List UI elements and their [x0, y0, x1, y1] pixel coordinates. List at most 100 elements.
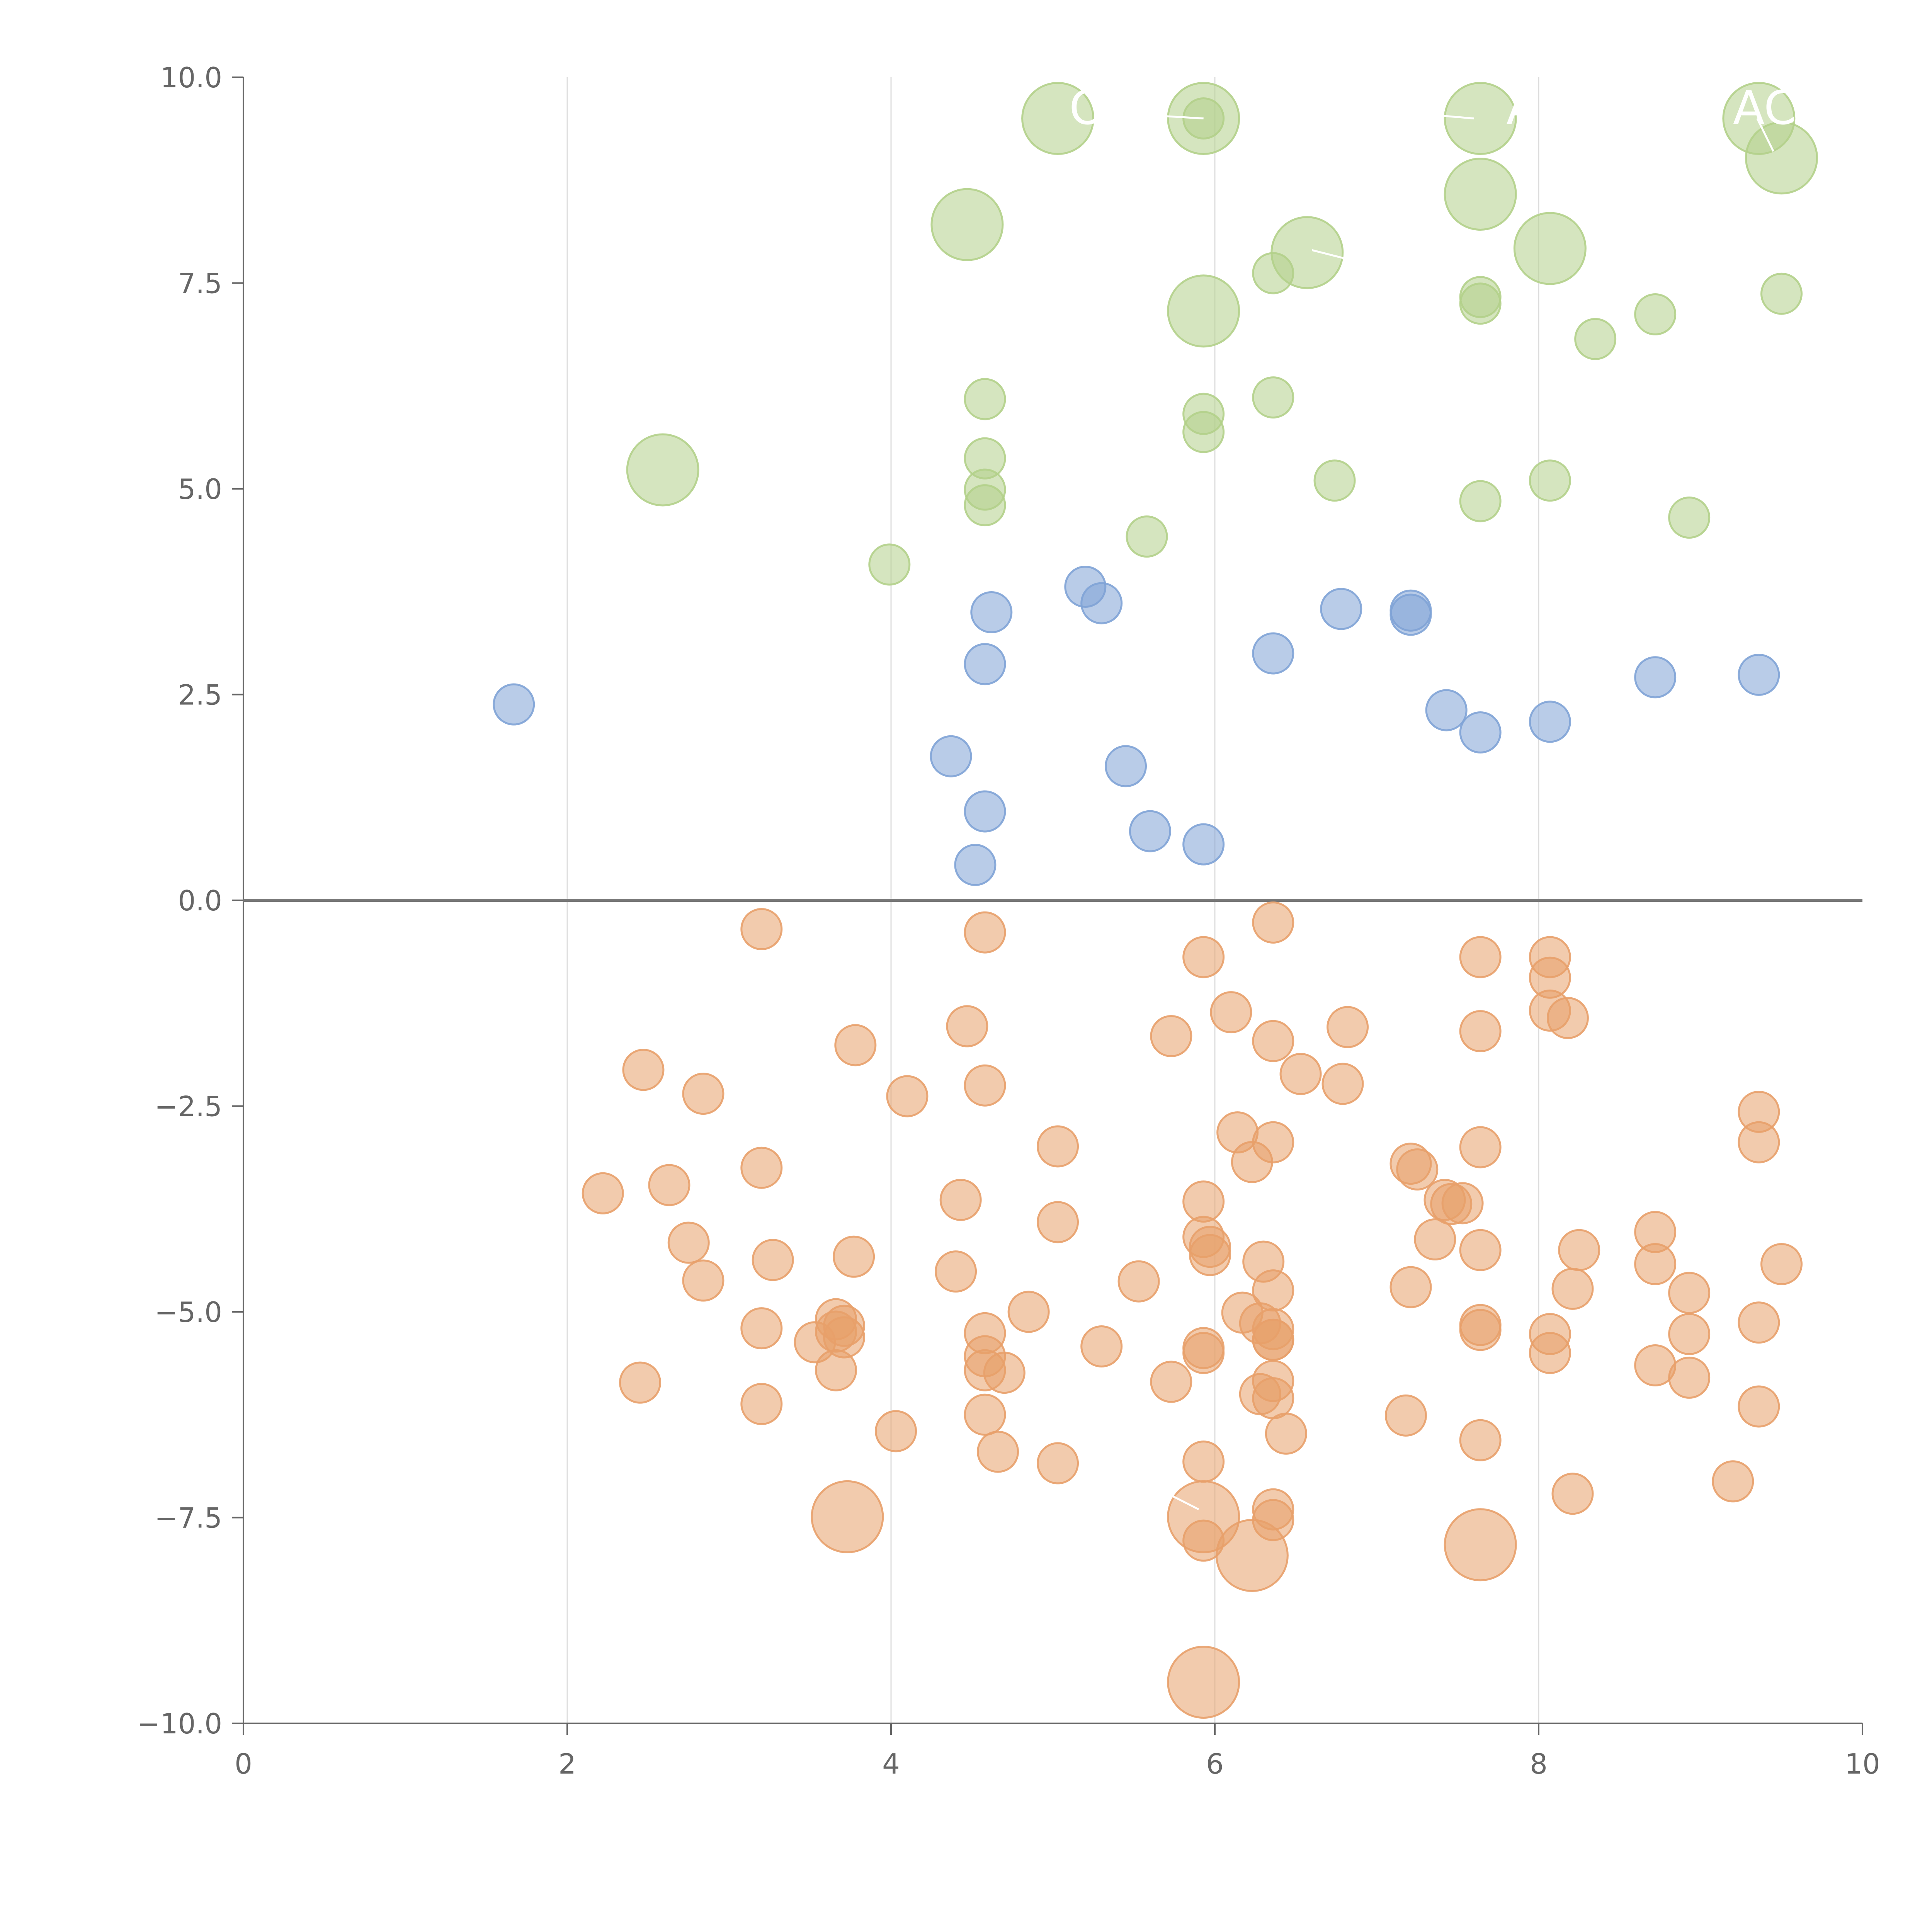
data-point-green [1313, 459, 1356, 502]
data-point-green [1126, 515, 1168, 558]
data-point-blue [964, 643, 1006, 685]
x-tick-label: 8 [1530, 1748, 1548, 1780]
data-point-orange [1459, 1126, 1502, 1168]
data-point-orange [1117, 1260, 1160, 1303]
data-point-orange [1150, 1015, 1192, 1057]
data-point-orange [1252, 1377, 1294, 1420]
data-point-orange [1265, 1412, 1307, 1455]
x-tick-label: 4 [882, 1748, 900, 1780]
data-point-orange [740, 908, 783, 951]
data-point-orange [1546, 997, 1589, 1039]
data-point-orange [1396, 1148, 1439, 1191]
data-point-orange [964, 911, 1006, 954]
data-point-orange [1252, 1269, 1294, 1312]
annotation-leader-line [1756, 118, 1774, 152]
y-tick-label: 5.0 [178, 473, 222, 505]
y-tick-label: −5.0 [155, 1296, 222, 1328]
data-point-orange [740, 1383, 783, 1425]
axes: 0 2 4 6 8 10 10.0 7.5 5.0 2.5 0.0 −2.5 −5.0 −7.5 −10.0 [137, 61, 1880, 1780]
data-point-orange [1389, 1266, 1432, 1308]
data-point-green [1529, 459, 1571, 502]
data-point-orange [682, 1259, 724, 1302]
annotation-label: A [1506, 82, 1538, 135]
data-point-large-green [626, 433, 699, 507]
data-point-orange [619, 1361, 662, 1404]
data-point-orange [939, 1179, 982, 1221]
data-point-green [1459, 480, 1502, 522]
data-point-orange [1189, 1234, 1231, 1276]
data-point-orange [1441, 1182, 1484, 1225]
data-point-orange [1182, 936, 1225, 978]
annotation-label: M [1361, 252, 1401, 306]
data-point-blue [1129, 810, 1171, 852]
data-point-orange [582, 1172, 624, 1214]
x-tick-label: 2 [558, 1748, 576, 1780]
data-point-green [868, 543, 911, 586]
data-point-orange [1459, 1309, 1502, 1351]
x-tick-label: 10 [1845, 1748, 1880, 1780]
data-point-blue [970, 591, 1013, 633]
annotation-label: S [1158, 1400, 1187, 1454]
data-point-orange [1459, 936, 1502, 978]
data-point-orange [1414, 1218, 1456, 1261]
annotation-label: O [1069, 82, 1105, 135]
data-point-orange [935, 1250, 977, 1293]
data-point-orange [1459, 1229, 1502, 1271]
data-point-blue [493, 683, 535, 726]
data-point-green [1252, 376, 1294, 419]
data-point-large-green [930, 188, 1004, 261]
data-point-orange [1738, 1301, 1780, 1344]
data-point-orange [1182, 1440, 1225, 1483]
data-point-large-green [1513, 212, 1587, 285]
data-point-orange [648, 1164, 690, 1206]
x-tick-label: 6 [1206, 1748, 1224, 1780]
data-point-green [1182, 411, 1225, 453]
y-tick-label: −2.5 [155, 1090, 222, 1123]
data-point-orange [1634, 1243, 1677, 1285]
data-point-green [964, 378, 1006, 420]
data-point-orange [1252, 901, 1294, 944]
data-point-blue [1425, 689, 1468, 731]
data-point-orange [964, 1064, 1006, 1107]
data-point-orange [667, 1221, 710, 1264]
data-point-orange [1668, 1313, 1711, 1355]
data-point-large-orange [811, 1480, 884, 1553]
data-point-orange [1182, 1332, 1225, 1374]
data-point-blue [1320, 588, 1362, 630]
data-point-orange [1182, 1180, 1225, 1223]
data-point-orange [1551, 1473, 1594, 1515]
data-point-orange [1279, 1053, 1322, 1095]
data-point-green [1668, 497, 1711, 539]
data-point-orange [977, 1430, 1019, 1473]
data-point-orange [740, 1146, 783, 1189]
data-point-blue [1252, 632, 1294, 675]
data-point-orange [740, 1307, 783, 1350]
data-point-orange [1760, 1243, 1803, 1285]
annotation-leader-line [1166, 1492, 1199, 1510]
data-point-large-green [1745, 121, 1818, 195]
data-point-orange [1037, 1125, 1079, 1168]
data-point-orange [1252, 1318, 1294, 1361]
annotation-leader-line [1134, 113, 1204, 119]
y-tick-label: 7.5 [178, 267, 222, 300]
x-tick-label: 0 [235, 1748, 252, 1780]
data-point-large-green [1444, 82, 1517, 155]
data-point-orange [964, 1393, 1006, 1436]
data-point-orange [1327, 1006, 1369, 1048]
data-point-green [1459, 282, 1502, 325]
annotation-leader-line [1425, 113, 1474, 119]
y-tick-label: 0.0 [178, 884, 222, 917]
data-point-blue [1738, 653, 1780, 696]
data-point-orange [682, 1073, 724, 1115]
data-point-orange [1738, 1385, 1780, 1428]
data-point-orange [1150, 1361, 1192, 1403]
data-point-green [1760, 272, 1803, 315]
data-point-orange [983, 1352, 1026, 1394]
data-point-orange [1459, 1419, 1502, 1461]
data-point-orange [1668, 1356, 1711, 1399]
data-point-orange [886, 1075, 929, 1117]
data-point-blue [1529, 701, 1571, 743]
data-point-large-orange [1167, 1480, 1240, 1553]
data-point-green [1634, 293, 1677, 335]
